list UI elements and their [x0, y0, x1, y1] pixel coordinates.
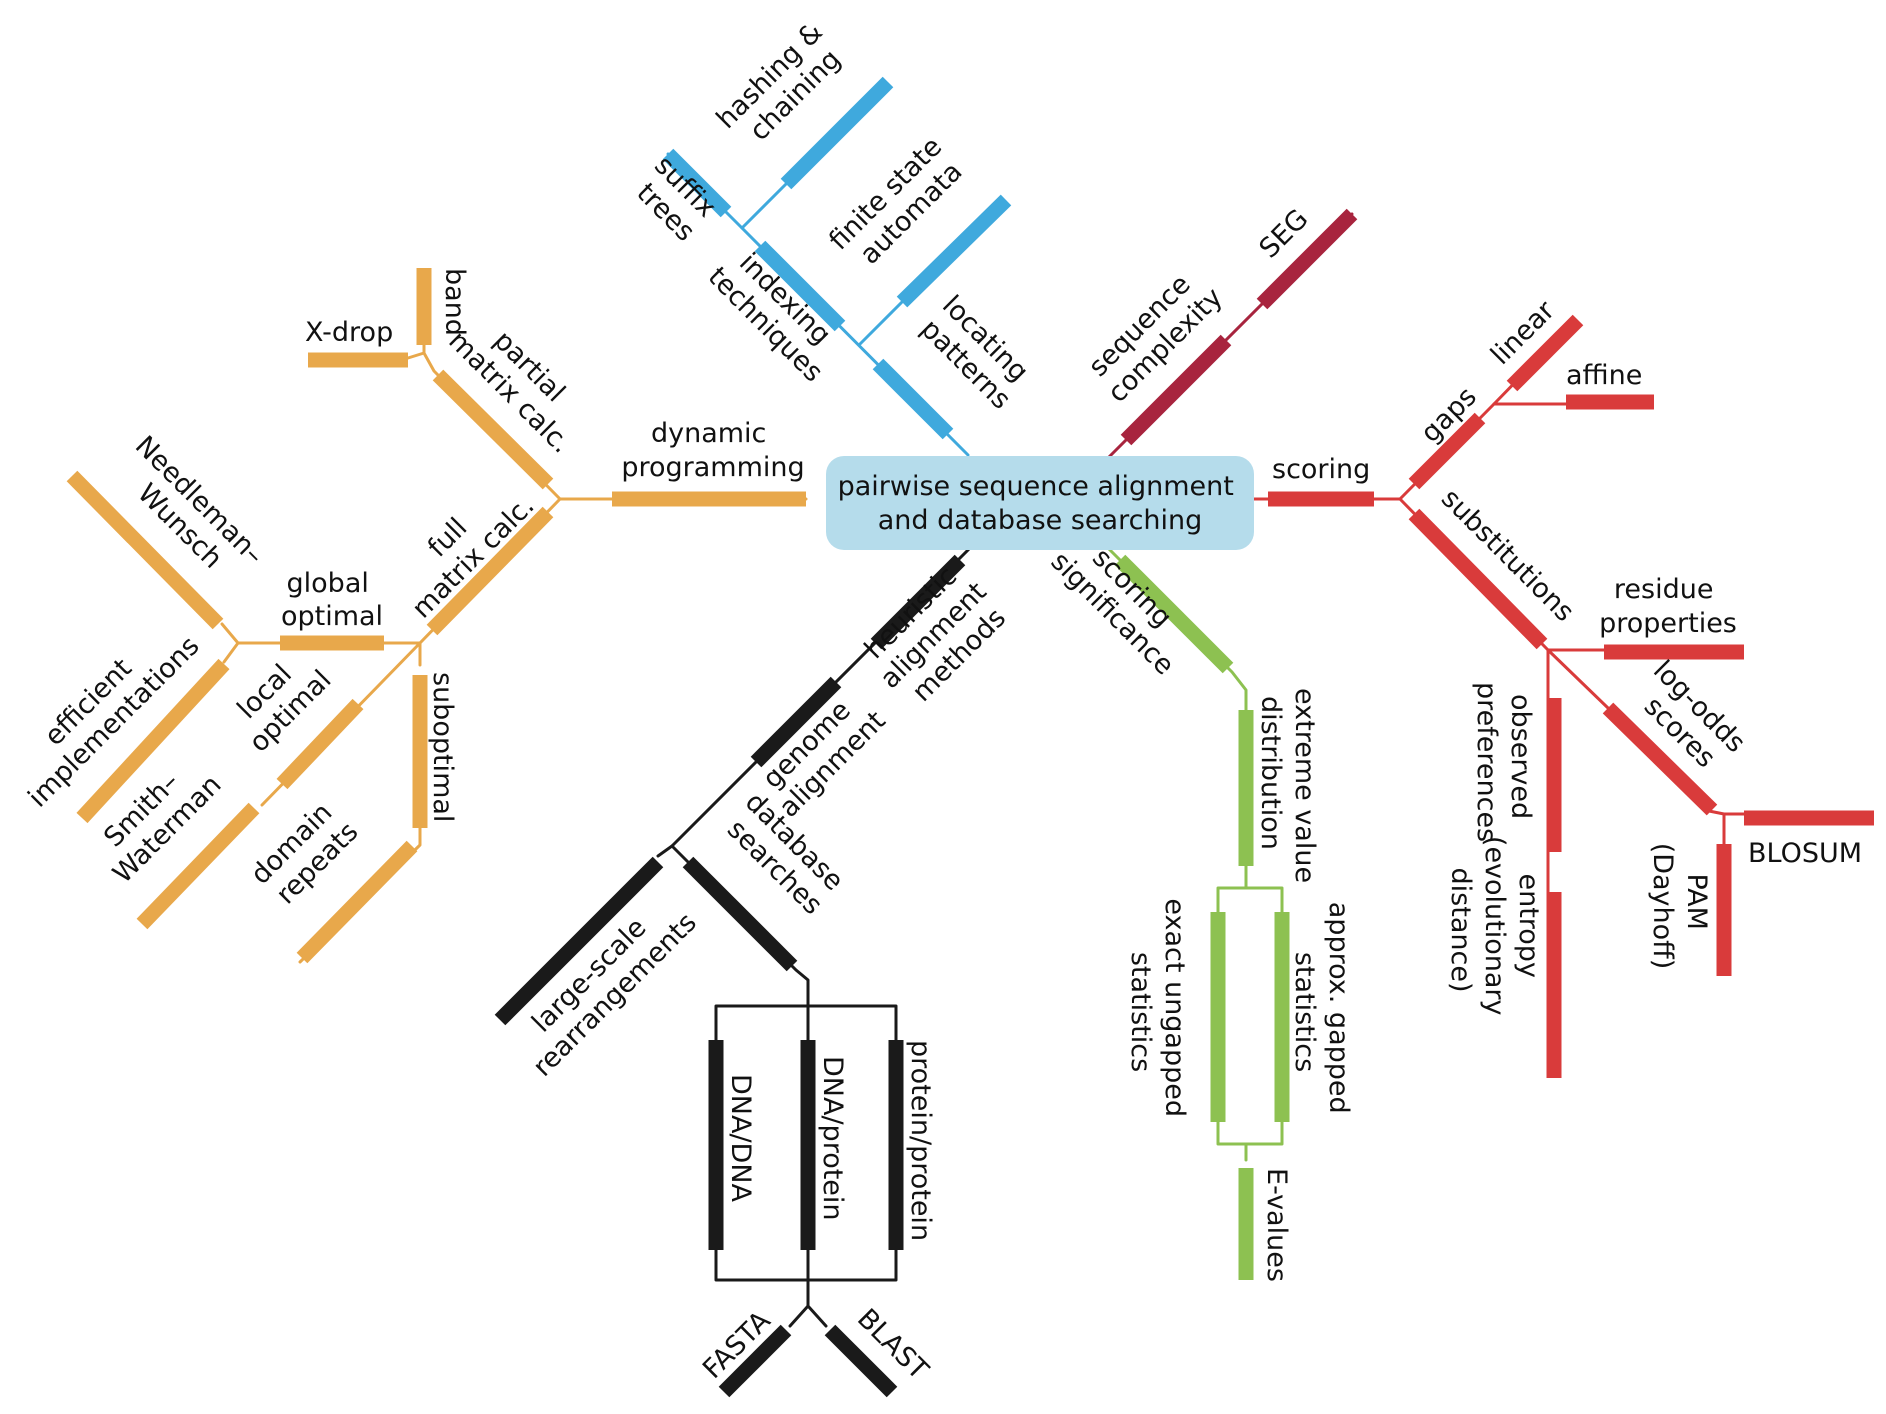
blosum-label: BLOSUM: [1748, 838, 1862, 869]
center-node: pairwise sequence alignment and database…: [826, 456, 1254, 550]
sequence-complexity-branch: sequence complexity SEG: [1079, 204, 1358, 462]
finite-state-automata-bar: [896, 194, 1012, 308]
protein-protein-label: protein/protein: [905, 1040, 936, 1241]
approx-gapped-label: approx. gapped statistics: [1289, 902, 1354, 1122]
local-optimal-bar: [276, 698, 364, 790]
center-node-label: pairwise sequence alignment and database…: [838, 471, 1243, 536]
smith-waterman-bar: [136, 802, 260, 930]
large-scale-bar: [494, 856, 664, 1026]
dna-protein-label: DNA/protein: [817, 1056, 848, 1221]
linear-bar: [1506, 314, 1584, 392]
extreme-value-label: extreme value distribution: [1255, 688, 1320, 892]
full-matrix-bar: [426, 506, 554, 636]
global-optimal-label: global optimal: [281, 568, 383, 632]
affine-label: affine: [1566, 360, 1642, 391]
band-label: band: [439, 268, 470, 336]
sequence-complexity-bar: [1120, 334, 1232, 446]
locating-patterns-branch: hashing & chaining suffix trees indexing…: [626, 17, 1040, 457]
observed-preferences-label: observed preferences: [1471, 682, 1536, 842]
genome-alignment-bar: [750, 676, 842, 768]
dynamic-programming-label: dynamic programming: [621, 418, 804, 483]
scoring-label: scoring: [1272, 454, 1370, 485]
needleman-wunsch-bar: [66, 470, 224, 630]
indexing-techniques-bar: [754, 240, 846, 332]
locating-patterns-label: locating patterns: [913, 290, 1040, 417]
suboptimal-label: suboptimal: [427, 672, 458, 822]
domain-repeats-bar: [296, 840, 418, 964]
sequence-complexity-label: sequence complexity: [1079, 259, 1229, 409]
fasta-bar: [718, 1324, 792, 1398]
heuristic-methods-bar: [870, 554, 966, 650]
dna-dna-label: DNA/DNA: [725, 1074, 756, 1203]
suffix-trees-bar: [662, 148, 732, 218]
substitutions-bar: [1408, 508, 1548, 650]
database-searches-bar: [682, 856, 798, 972]
seg-bar: [1256, 208, 1358, 310]
e-values-label: E-values: [1261, 1168, 1292, 1282]
scoring-significance-branch: scoring significance extreme value distr…: [1045, 542, 1354, 1282]
blast-bar: [824, 1324, 898, 1398]
linear-label: linear: [1485, 294, 1562, 371]
scoring-branch: scoring gaps linear affine substitutions…: [1252, 294, 1874, 1078]
entropy-label: entropy (evolutionary distance): [1445, 836, 1544, 1024]
exact-ungapped-label: exact ungapped statistics: [1125, 898, 1190, 1125]
efficient-implementations-bar: [76, 658, 230, 824]
locating-patterns-bar: [872, 358, 954, 440]
log-odds-scores-label: log-odds scores: [1624, 655, 1757, 788]
scoring-significance-bar: [1114, 554, 1234, 674]
hashing-chaining-bar: [780, 76, 894, 190]
partial-matrix-bar: [432, 369, 554, 490]
domain-repeats-label: domain repeats: [245, 791, 367, 913]
residue-properties-label: residue properties: [1599, 574, 1737, 639]
gaps-bar: [1408, 412, 1486, 490]
center-node-box: [826, 456, 1254, 550]
heuristic-alignment-branch: heuristic alignment methods genome align…: [494, 546, 1022, 1398]
log-odds-scores-bar: [1602, 702, 1718, 816]
x-drop-label: X-drop: [305, 317, 393, 348]
pam-label: PAM (Dayhoff): [1647, 843, 1712, 970]
suffix-trees-label: suffix trees: [626, 150, 728, 252]
heuristic-methods-label: heuristic alignment methods: [852, 548, 1022, 718]
needleman-wunsch-label: Needleman– Wunsch: [106, 430, 276, 600]
